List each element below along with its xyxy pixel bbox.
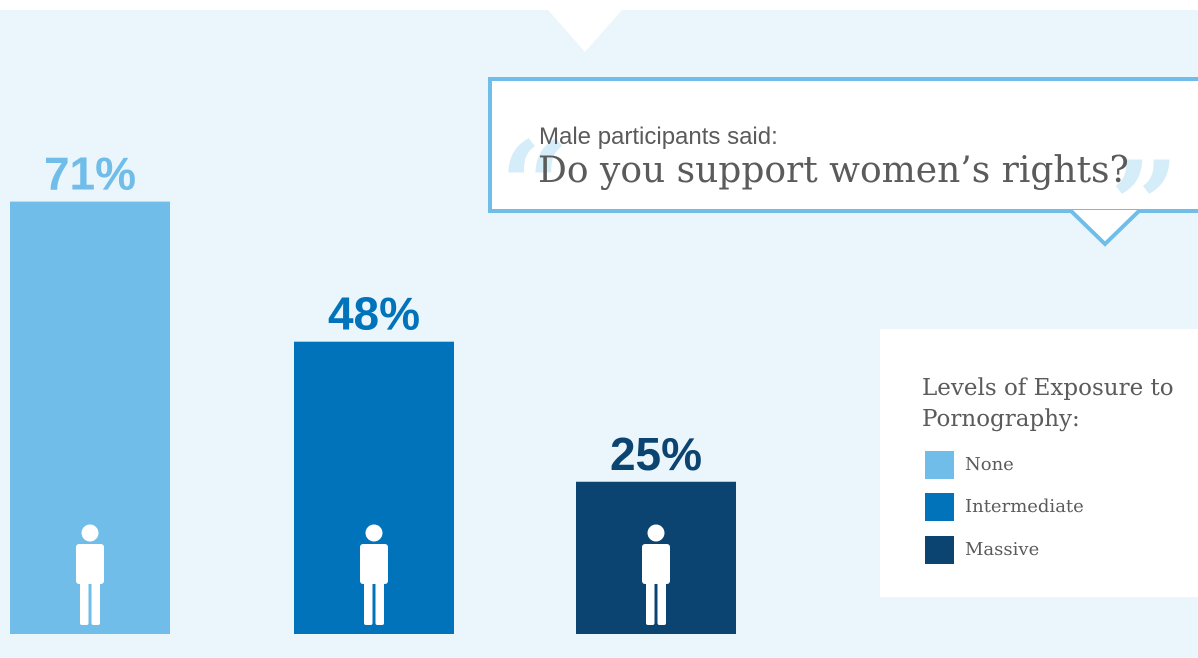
chart-panel: 71% 48% 25% “ ” Male participants said: Do…: [0, 10, 1198, 658]
bar-value-label: 48%: [328, 288, 420, 340]
legend-label: Intermediate: [965, 496, 1084, 517]
legend: Levels of Exposure to Pornography: None …: [880, 329, 1198, 597]
bar-value-label: 71%: [44, 148, 136, 200]
open-quote-mark: “: [500, 115, 570, 256]
legend-title: Levels of Exposure to Pornography:: [922, 375, 1174, 432]
legend-swatch: [925, 451, 954, 479]
close-quote-mark: ”: [1110, 135, 1180, 276]
bar-intermediate: [294, 341, 454, 634]
bar-value-label: 25%: [610, 428, 702, 480]
question-text: Do you support women’s rights?: [538, 150, 1129, 191]
legend-label: None: [965, 454, 1014, 475]
person-icon: [360, 524, 388, 625]
bubble-tail: [1070, 210, 1140, 247]
top-notch: [548, 10, 622, 52]
bar-chart: 71% 48% 25%: [10, 148, 736, 635]
question-bubble: [488, 77, 1198, 213]
legend-swatch: [925, 493, 954, 521]
legend-label: Massive: [965, 539, 1040, 560]
person-icon: [76, 524, 104, 625]
legend-swatch: [925, 536, 954, 564]
person-icon: [642, 524, 670, 625]
question-intro: Male participants said:: [539, 123, 778, 150]
